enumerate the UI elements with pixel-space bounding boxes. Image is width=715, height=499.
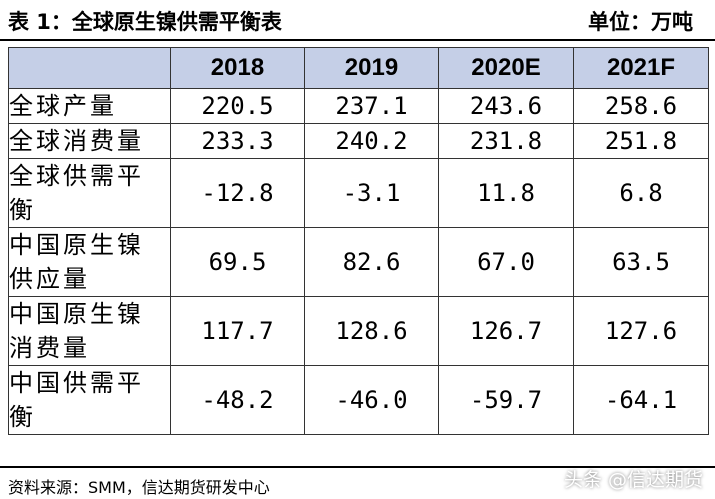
table-cell: 127.6 xyxy=(573,296,709,366)
table-cell: 128.6 xyxy=(304,296,439,366)
row-label: 全球产量 xyxy=(8,88,171,124)
header-cell-2021f: 2021F xyxy=(573,47,709,89)
table-cell: -46.0 xyxy=(304,365,439,435)
table-cell: 11.8 xyxy=(438,158,574,228)
source-note: 资料来源：SMM，信达期货研发中心 xyxy=(8,478,270,497)
table-cell: 231.8 xyxy=(438,123,574,159)
table-title: 表 1：全球原生镍供需平衡表 xyxy=(8,10,282,34)
supply-demand-table: 2018 2019 2020E 2021F 全球产量 220.5 237.1 2… xyxy=(8,47,709,435)
header-cell-2020e: 2020E xyxy=(438,47,574,89)
table-cell: 240.2 xyxy=(304,123,439,159)
table-cell: 220.5 xyxy=(170,88,305,124)
table-cell: 69.5 xyxy=(170,227,305,297)
table-row: 全球消费量 233.3 240.2 231.8 251.8 xyxy=(8,123,709,159)
header-corner-cell xyxy=(8,47,171,89)
table-cell: 126.7 xyxy=(438,296,574,366)
table-cell: -48.2 xyxy=(170,365,305,435)
table-row: 全球产量 220.5 237.1 243.6 258.6 xyxy=(8,88,709,124)
bottom-rule xyxy=(0,466,715,468)
header-row: 2018 2019 2020E 2021F xyxy=(8,47,709,89)
watermark: 头条 @信达期货 xyxy=(564,462,703,494)
watermark-logo: 头条 xyxy=(563,468,602,491)
row-label: 全球消费量 xyxy=(8,123,171,159)
table-cell: 258.6 xyxy=(573,88,709,124)
table-cell: -12.8 xyxy=(170,158,305,228)
title-row: 表 1：全球原生镍供需平衡表 单位：万吨 xyxy=(8,6,707,36)
table-cell: 67.0 xyxy=(438,227,574,297)
header-cell-2019: 2019 xyxy=(304,47,439,89)
table-cell: 237.1 xyxy=(304,88,439,124)
table-row: 全球供需平衡 -12.8 -3.1 11.8 6.8 xyxy=(8,158,709,228)
table-cell: 63.5 xyxy=(573,227,709,297)
header-cell-2018: 2018 xyxy=(170,47,305,89)
table-cell: 233.3 xyxy=(170,123,305,159)
row-label: 全球供需平衡 xyxy=(8,158,171,228)
row-label: 中国供需平衡 xyxy=(8,365,171,435)
table-cell: 117.7 xyxy=(170,296,305,366)
table-row: 中国原生镍供应量 69.5 82.6 67.0 63.5 xyxy=(8,227,709,297)
row-label: 中国原生镍供应量 xyxy=(8,227,171,297)
unit-label: 单位：万吨 xyxy=(588,10,693,34)
table-cell: 243.6 xyxy=(438,88,574,124)
table-cell: 251.8 xyxy=(573,123,709,159)
table-cell: 82.6 xyxy=(304,227,439,297)
table-cell: -3.1 xyxy=(304,158,439,228)
table-cell: 6.8 xyxy=(573,158,709,228)
table-cell: -64.1 xyxy=(573,365,709,435)
table-row: 中国原生镍消费量 117.7 128.6 126.7 127.6 xyxy=(8,296,709,366)
watermark-handle: @信达期货 xyxy=(607,468,703,491)
row-label: 中国原生镍消费量 xyxy=(8,296,171,366)
table-cell: -59.7 xyxy=(438,365,574,435)
title-rule xyxy=(0,39,715,41)
table-row: 中国供需平衡 -48.2 -46.0 -59.7 -64.1 xyxy=(8,365,709,435)
